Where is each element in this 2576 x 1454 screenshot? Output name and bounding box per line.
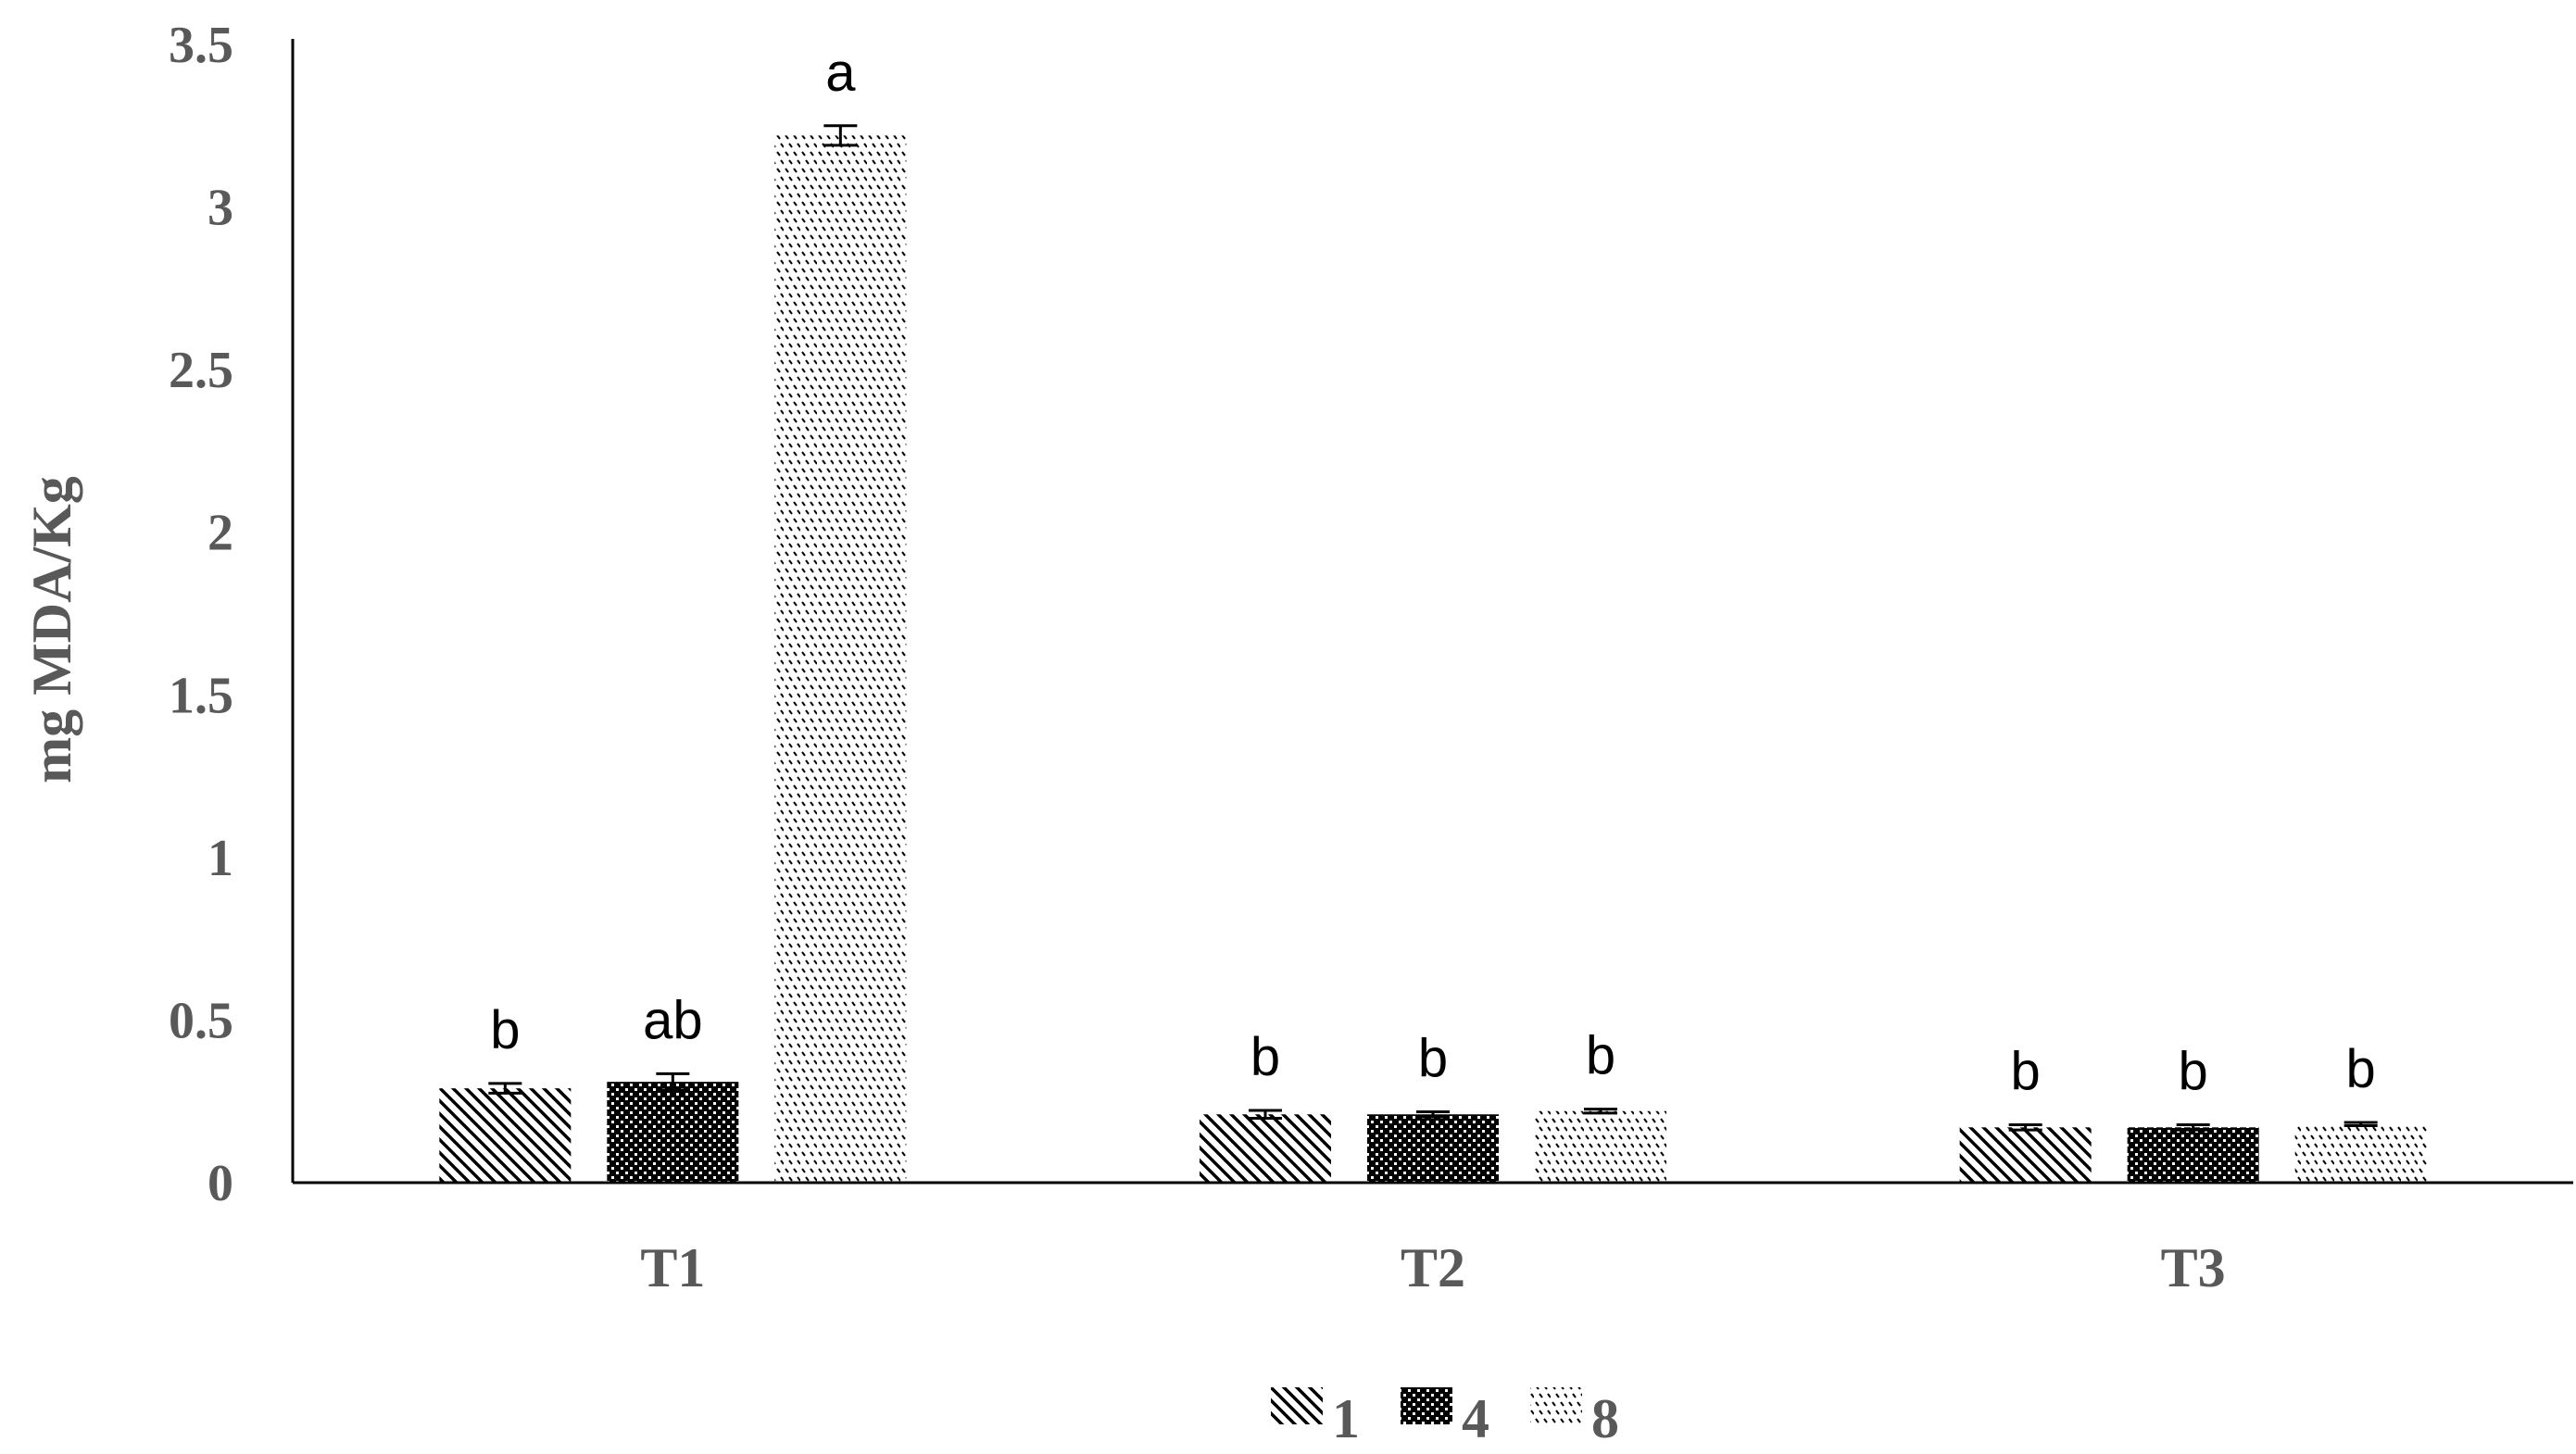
y-tick-label: 3 (207, 180, 233, 237)
y-tick-label: 3.5 (169, 17, 233, 74)
bar (774, 135, 907, 1183)
bar (2294, 1123, 2427, 1183)
bar (1959, 1127, 2092, 1183)
legend-swatch (1271, 1387, 1323, 1424)
significance-label: b (1250, 1027, 1280, 1087)
significance-label: ab (643, 990, 703, 1050)
x-category-label: T3 (2161, 1237, 2226, 1298)
x-category-label: T1 (640, 1237, 705, 1298)
bar (439, 1088, 572, 1183)
legend-label: 8 (1591, 1388, 1619, 1449)
y-tick-label: 2 (207, 505, 233, 562)
error-bar (823, 124, 858, 147)
significance-label: a (825, 43, 856, 103)
legend-entry: 1 (1271, 1387, 1360, 1449)
bar (2127, 1127, 2259, 1183)
significance-label: b (490, 1000, 520, 1060)
bar (1367, 1114, 1499, 1183)
significance-label: b (1418, 1028, 1448, 1088)
legend-swatch (1401, 1387, 1452, 1424)
y-tick-label: 1.5 (169, 667, 233, 724)
bar (607, 1082, 739, 1183)
error-bar (488, 1082, 522, 1095)
significance-label: b (1586, 1026, 1615, 1086)
bar (1535, 1110, 1666, 1183)
error-bar (1584, 1108, 1617, 1115)
error-bar (1416, 1109, 1450, 1119)
significance-label: b (2011, 1041, 2041, 1101)
error-bar (2344, 1121, 2378, 1128)
y-tick-label: 0 (207, 1155, 233, 1212)
y-tick-label: 2.5 (169, 342, 233, 399)
legend-entry: 8 (1530, 1387, 1619, 1449)
error-bar (656, 1072, 690, 1092)
x-category-label: T2 (1401, 1237, 1465, 1298)
legend-swatch (1530, 1387, 1582, 1424)
y-axis-label: mg MDA/Kg (21, 476, 82, 783)
legend-label: 1 (1332, 1388, 1360, 1449)
error-bar (2176, 1122, 2210, 1132)
error-bar (2008, 1122, 2042, 1132)
error-bar (1249, 1109, 1282, 1120)
y-tick-label: 0.5 (169, 992, 233, 1049)
significance-label: b (2346, 1039, 2376, 1099)
y-tick-label: 1 (207, 830, 233, 887)
legend-label: 4 (1462, 1388, 1489, 1449)
bar (1200, 1114, 1331, 1183)
legend-entry: 4 (1401, 1387, 1489, 1449)
significance-label: b (2179, 1041, 2208, 1101)
